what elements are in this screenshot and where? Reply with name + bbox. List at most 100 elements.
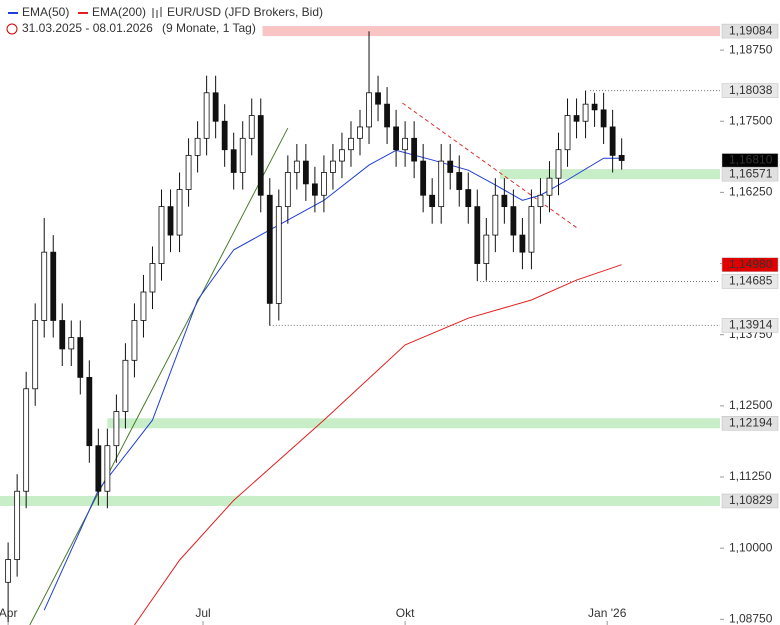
candle-body bbox=[564, 115, 571, 151]
candle-body bbox=[266, 194, 273, 304]
price-label: 1,10829 bbox=[729, 493, 773, 507]
candle-body bbox=[257, 115, 264, 196]
price-label-box bbox=[721, 166, 779, 182]
trendline bbox=[402, 102, 578, 229]
price-label-box bbox=[721, 318, 779, 333]
price-label: 1,14685 bbox=[729, 274, 773, 288]
candle-body bbox=[384, 103, 390, 128]
candle-body bbox=[546, 177, 553, 196]
candle-body bbox=[591, 103, 598, 111]
y-tick-label: 1,11250 bbox=[729, 469, 772, 483]
candle-body bbox=[510, 206, 517, 236]
candle-body bbox=[438, 160, 445, 208]
chart-title: EUR/USD (JFD Brokers, Bid) bbox=[167, 5, 323, 19]
candle-body bbox=[77, 337, 84, 378]
candle-body bbox=[528, 206, 535, 253]
legend-label: EMA(200) bbox=[92, 5, 146, 19]
candle-body bbox=[50, 251, 57, 321]
candle-body bbox=[600, 109, 607, 128]
candle-body bbox=[339, 149, 345, 162]
price-label-box bbox=[721, 257, 779, 272]
candle-body bbox=[194, 137, 201, 156]
candle-body bbox=[41, 251, 48, 321]
candle-body bbox=[104, 445, 111, 492]
price-label-box bbox=[721, 83, 779, 98]
price-label: 1,12194 bbox=[729, 415, 773, 429]
candle-body bbox=[113, 411, 120, 447]
candle-body bbox=[411, 137, 418, 162]
level-zone bbox=[499, 169, 720, 180]
x-tick-label: Apr bbox=[0, 606, 17, 620]
candle-body bbox=[275, 206, 282, 304]
candle-body bbox=[23, 388, 30, 492]
candle-body bbox=[176, 189, 183, 236]
trendline bbox=[29, 127, 289, 625]
candle-body bbox=[158, 206, 165, 264]
candle-body bbox=[429, 194, 436, 208]
candle-body bbox=[32, 320, 39, 390]
plot: 1,087501,100001,112501,125001,137501,150… bbox=[0, 23, 779, 625]
candle-body bbox=[293, 160, 300, 173]
candle-body bbox=[420, 160, 427, 196]
ema-line bbox=[43, 149, 622, 611]
candle-body bbox=[122, 359, 129, 412]
ema-line bbox=[134, 264, 622, 625]
level-zone bbox=[262, 26, 720, 37]
price-label: 1,18038 bbox=[729, 83, 773, 97]
candle-body bbox=[284, 172, 291, 208]
candle-body bbox=[492, 194, 499, 236]
candle-body bbox=[140, 291, 147, 321]
candle-body bbox=[456, 172, 463, 190]
y-tick-label: 1,10000 bbox=[729, 540, 773, 554]
candle-body bbox=[239, 137, 246, 173]
price-label-box bbox=[721, 493, 779, 509]
price-label: 1,14980 bbox=[729, 257, 773, 271]
candle-body bbox=[230, 149, 237, 173]
y-tick-label: 1,08750 bbox=[729, 611, 773, 625]
candle-body bbox=[59, 320, 66, 350]
x-tick-label: Okt bbox=[396, 606, 415, 620]
candle-body bbox=[555, 149, 562, 179]
candle-body bbox=[212, 92, 219, 122]
candle-body bbox=[95, 445, 102, 492]
candle-body bbox=[330, 160, 336, 173]
candle-body bbox=[465, 189, 472, 208]
candle-body bbox=[582, 103, 589, 122]
candle-body bbox=[167, 206, 174, 236]
price-label-box bbox=[721, 416, 779, 431]
candle-body bbox=[483, 234, 490, 264]
level-zone bbox=[0, 495, 720, 506]
price-label: 1,13914 bbox=[729, 318, 773, 332]
legend-swatch bbox=[78, 12, 88, 14]
legend-swatch bbox=[8, 12, 18, 14]
candle-body bbox=[573, 115, 580, 122]
header: EMA(50) EMA(200) EUR/USD (JFD Brokers, B… bbox=[6, 5, 323, 35]
candle-body bbox=[375, 92, 381, 105]
price-label: 1,16810 bbox=[729, 153, 773, 167]
y-tick-label: 1,17500 bbox=[729, 113, 773, 127]
candle-body bbox=[14, 490, 21, 560]
candle-body bbox=[185, 154, 192, 190]
candle-body bbox=[357, 126, 363, 139]
x-tick-label: Jan '26 bbox=[588, 606, 627, 620]
candle-body bbox=[5, 559, 12, 583]
candle-body bbox=[149, 263, 156, 293]
candle-body bbox=[203, 92, 210, 139]
price-label: 1,19084 bbox=[729, 23, 773, 37]
y-tick-label: 1,18750 bbox=[729, 42, 773, 56]
candle-body bbox=[501, 194, 508, 208]
candle-body bbox=[618, 154, 625, 161]
candle-body bbox=[393, 126, 399, 151]
candle-body bbox=[221, 120, 228, 151]
y-tick-label: 1,16250 bbox=[729, 185, 773, 199]
price-label-box bbox=[721, 23, 779, 39]
clock-icon bbox=[6, 23, 18, 35]
candle-body bbox=[366, 92, 372, 128]
candle-body bbox=[321, 172, 327, 196]
candle-body bbox=[537, 194, 544, 208]
candle-body bbox=[68, 337, 75, 350]
level-zone bbox=[107, 418, 721, 429]
candle-body bbox=[447, 160, 454, 173]
price-label: 1,16571 bbox=[729, 166, 773, 180]
